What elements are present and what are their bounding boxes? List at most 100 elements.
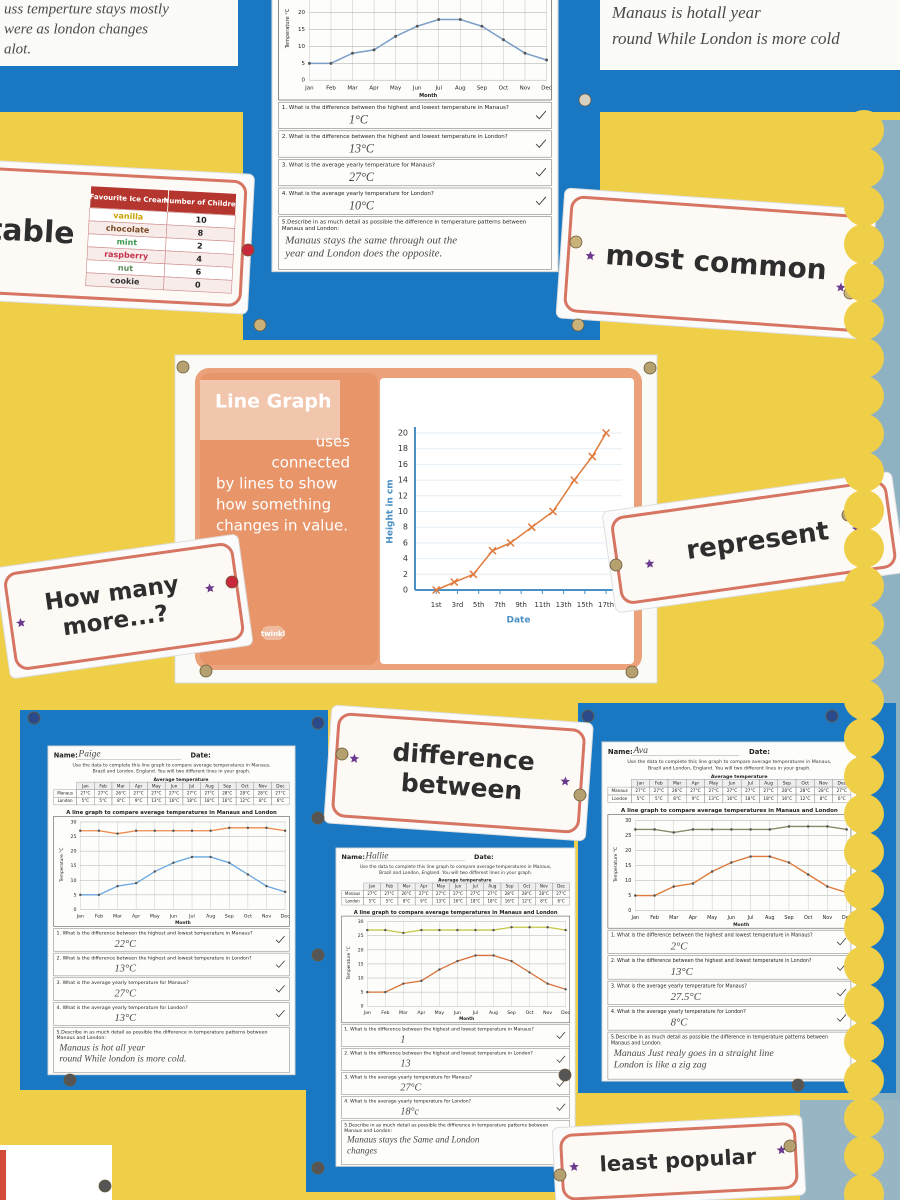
temperature-point: [228, 861, 231, 865]
temperature-line: [635, 855, 847, 897]
pin: [558, 1068, 572, 1082]
poster-title: Line Graph: [215, 391, 332, 413]
temperature-point: [420, 928, 423, 932]
question-text: 2. What is the difference between the hi…: [344, 1051, 533, 1057]
table-cell-text: 8: [197, 228, 203, 237]
temperature-point: [730, 861, 733, 864]
table-cell: [832, 794, 852, 803]
temperature-point: [438, 968, 441, 971]
table-month: Jan: [636, 781, 644, 787]
y-axis-label: Temperature °C: [613, 847, 619, 883]
paper-fragment: [600, 0, 900, 70]
x-tick-label: Feb: [381, 1010, 389, 1016]
answer: 27°C: [114, 988, 137, 999]
table-month: Dec: [276, 783, 285, 789]
temperature-point: [845, 828, 848, 831]
border-scallop: [844, 148, 884, 188]
brand-logo: twinkl: [261, 630, 285, 638]
x-tick-label: Nov: [520, 85, 531, 91]
x-tick-label: 15th: [577, 601, 593, 609]
word-card: least popular: [551, 1114, 807, 1200]
x-tick-label: Jul: [747, 915, 754, 921]
star-icon: [644, 558, 655, 569]
table-month: Aug: [205, 783, 214, 789]
x-tick-label: Oct: [526, 1010, 534, 1016]
table-month: Apr: [692, 781, 700, 787]
table-cell-text: mint: [116, 237, 137, 247]
table-value: 6°C: [557, 898, 564, 903]
table-value: Manaus: [57, 791, 73, 796]
x-tick-label: Mar: [347, 85, 358, 91]
table-value: 9°C: [692, 796, 700, 801]
question-box: [278, 130, 552, 158]
pin: [98, 1179, 112, 1193]
answer: 27°C: [400, 1082, 421, 1093]
x-tick-label: May: [707, 915, 717, 921]
border-scallop: [844, 1060, 884, 1100]
y-tick-label: 20: [398, 429, 408, 438]
border-scallop: [844, 110, 884, 150]
x-tick-label: Jun: [453, 1010, 461, 1016]
table-month: Dec: [557, 884, 566, 889]
pin: [571, 318, 585, 332]
table-value: 28°C: [782, 788, 792, 793]
data-line: [435, 432, 607, 591]
tick-mark: [275, 985, 285, 993]
temperature-point: [564, 928, 567, 932]
y-tick-label: 25: [358, 933, 364, 939]
y-tick-label: 30: [70, 820, 76, 826]
temperature-point: [749, 855, 752, 858]
paper-fragment: [0, 0, 238, 66]
table-title: Average temperature: [438, 878, 491, 884]
table-value: 12°C: [240, 798, 250, 803]
instructions: Brazil and London, England. You will two…: [93, 769, 251, 775]
star-icon: [776, 1145, 787, 1155]
y-tick-label: 5: [361, 990, 364, 996]
border-scallop: [844, 490, 884, 530]
worksheet: Name: Ava Date: Use the data to complete th…: [601, 741, 858, 1082]
table-value: 26°C: [402, 891, 412, 896]
temperature-point: [228, 826, 231, 830]
table-value: 26°C: [672, 788, 682, 793]
instructions: Brazil and London, England. You will two…: [648, 765, 811, 771]
table-cell-text: 2: [197, 241, 203, 250]
tick-mark: [275, 935, 285, 944]
question-box: [341, 1072, 570, 1095]
x-tick-label: Nov: [543, 1010, 552, 1016]
handwritten-line: uss temperture stays mostly: [4, 1, 169, 17]
table-month: Apr: [420, 884, 427, 889]
table-value: 5°C: [99, 798, 107, 803]
table-value: 13°C: [436, 898, 446, 903]
question-box: [341, 1048, 570, 1071]
x-tick-label: 3rd: [452, 601, 464, 609]
question-text: 2. What is the difference between the hi…: [611, 958, 812, 964]
question-text: 5.Describe in as much detail as possible…: [57, 1029, 268, 1035]
handwritten-line: round While London is more cold: [612, 29, 840, 48]
temperature-point: [79, 893, 82, 897]
temperature-point: [528, 926, 531, 929]
question-box: [341, 1024, 570, 1047]
x-tick-label: Dec: [281, 914, 291, 920]
border-scallop: [844, 680, 884, 720]
table-value: 16°C: [782, 796, 792, 801]
table-value: 28°C: [522, 891, 532, 896]
temperature-point: [366, 928, 369, 932]
question-box: [278, 159, 552, 187]
x-tick-label: Oct: [244, 914, 252, 920]
x-tick-label: Jan: [304, 85, 314, 91]
answer: 13: [400, 1059, 410, 1070]
pin: [311, 716, 325, 730]
temperature-point: [265, 826, 268, 830]
pin: [783, 1139, 797, 1153]
table-value: 16°C: [222, 798, 232, 803]
table-value: 13°C: [709, 796, 719, 801]
answer: 8°C: [671, 1017, 689, 1029]
table-value: 27°C: [654, 788, 664, 793]
question-text: 5.Describe in as much detail as possible…: [611, 1034, 828, 1040]
table-value: 9°C: [420, 898, 427, 903]
x-tick-label: Jun: [169, 914, 177, 920]
table-month: Aug: [488, 884, 496, 889]
y-tick-label: 14: [398, 476, 408, 485]
question-text: 4. What is the average yearly temperatur…: [282, 191, 434, 197]
